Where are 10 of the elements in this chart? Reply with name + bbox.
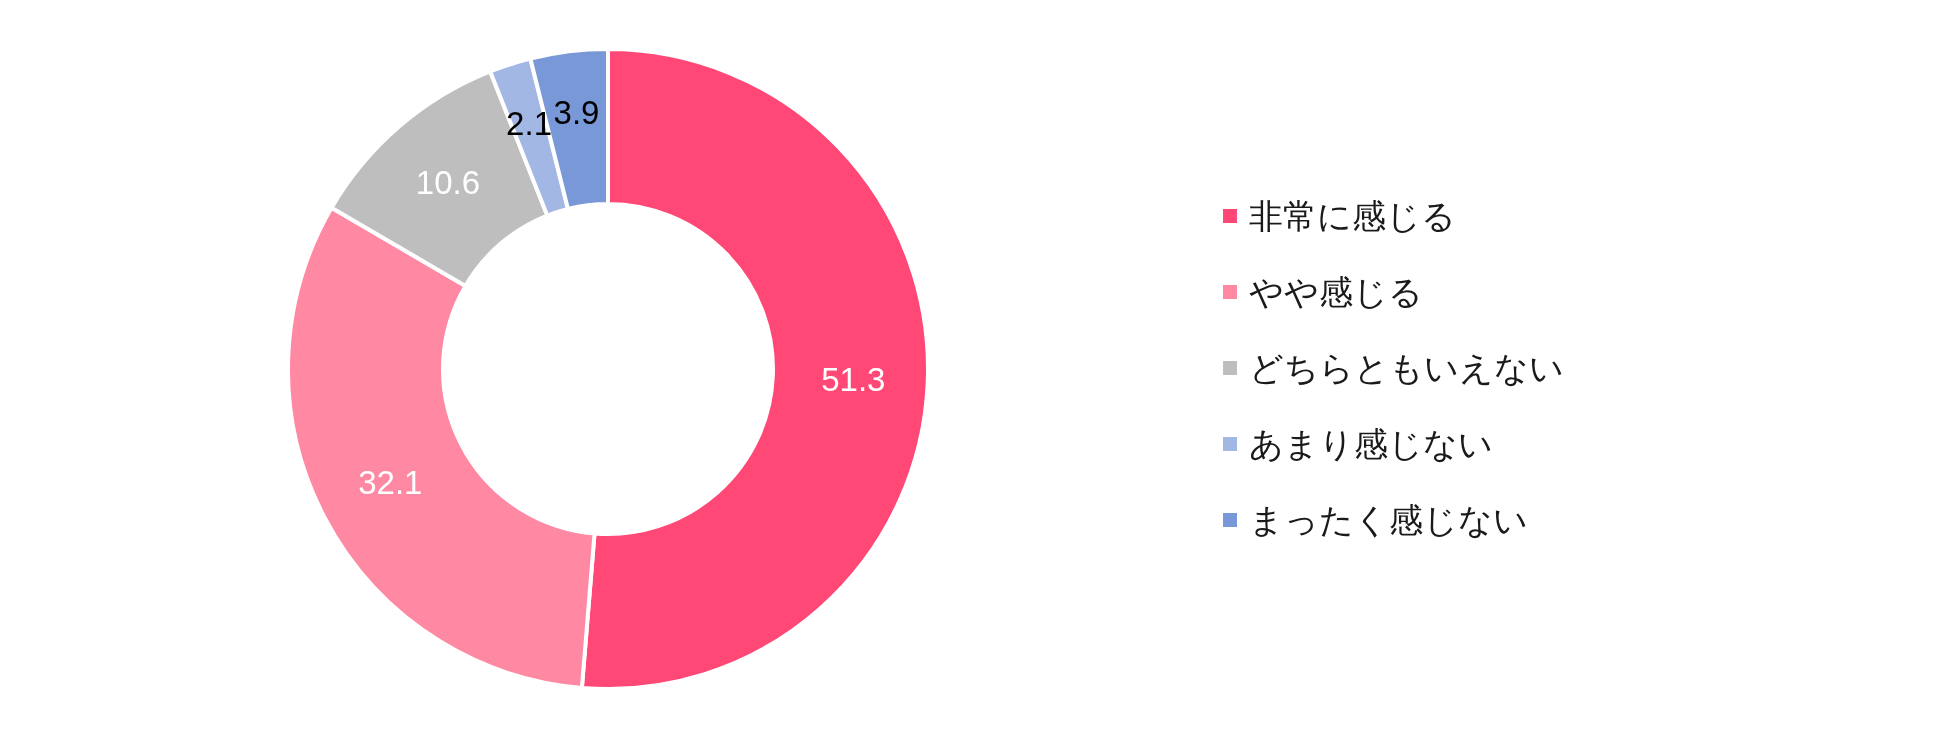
data-label: 10.6 — [415, 164, 481, 202]
legend-label: あまり感じない — [1249, 424, 1493, 464]
data-label: 3.9 — [553, 94, 600, 132]
legend-label: 非常に感じる — [1249, 196, 1456, 236]
legend-label: まったく感じない — [1249, 500, 1528, 540]
data-label: 51.3 — [821, 360, 886, 398]
legend-label: どちらともいえない — [1249, 348, 1564, 388]
data-label: 32.1 — [358, 464, 423, 502]
legend-label: やや感じる — [1249, 272, 1423, 312]
data-label: 2.1 — [506, 104, 552, 142]
